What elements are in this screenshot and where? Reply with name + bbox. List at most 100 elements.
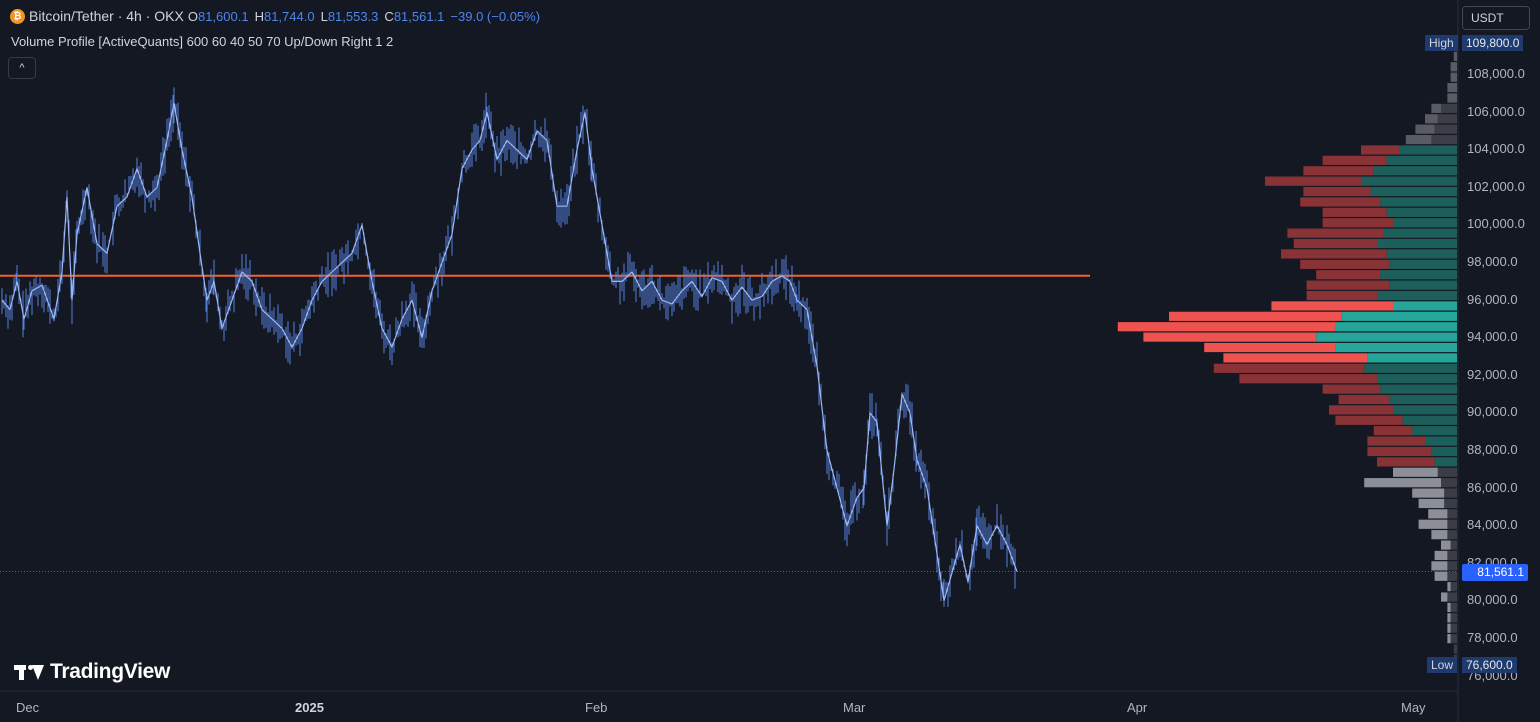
volume-profile-sell-bar xyxy=(1450,62,1457,72)
volume-profile-sell-bar xyxy=(1447,602,1451,613)
volume-profile-buy-bar xyxy=(1447,561,1457,571)
volume-profile-buy-bar xyxy=(1447,571,1457,581)
volume-profile-buy-bar xyxy=(1335,342,1457,353)
volume-profile-buy-bar xyxy=(1341,311,1457,321)
price-tick: 100,000.0 xyxy=(1467,216,1525,232)
volume-profile-sell-bar xyxy=(1428,509,1448,519)
volume-profile-buy-bar xyxy=(1412,426,1457,436)
bitcoin-icon: ₿ xyxy=(10,8,25,24)
volume-profile-sell-bar xyxy=(1447,93,1457,103)
volume-profile-sell-bar xyxy=(1418,498,1445,509)
volume-profile-buy-bar xyxy=(1386,207,1457,217)
volume-profile-sell-bar xyxy=(1335,415,1403,425)
volume-profile-buy-bar xyxy=(1367,353,1457,363)
volume-profile-buy-bar xyxy=(1447,592,1457,602)
price-tick: 86,000.0 xyxy=(1467,479,1518,495)
low-tag: Low xyxy=(1427,657,1458,673)
price-line xyxy=(1,102,1018,601)
price-bars xyxy=(1,87,1016,607)
volume-profile-sell-bar xyxy=(1265,176,1361,186)
volume-profile-buy-bar xyxy=(1441,103,1457,113)
volume-profile-buy-bar xyxy=(1364,363,1457,373)
volume-profile-sell-bar xyxy=(1287,228,1384,238)
volume-profile-buy-bar xyxy=(1447,509,1457,519)
currency-selector[interactable]: USDT xyxy=(1462,6,1530,30)
volume-profile-buy-bar xyxy=(1377,290,1457,301)
time-label: Dec xyxy=(16,700,40,715)
volume-profile-sell-bar xyxy=(1447,634,1451,644)
price-tick: 84,000.0 xyxy=(1467,517,1518,533)
change-value: −39.0 (−0.05%) xyxy=(450,8,541,24)
volume-profile-sell-bar xyxy=(1322,384,1381,394)
time-label: Feb xyxy=(585,700,608,715)
volume-profile-buy-bar xyxy=(1453,644,1457,654)
volume-profile-sell-bar xyxy=(1300,259,1390,269)
volume-profile-sell-bar xyxy=(1169,311,1342,321)
volume-profile-buy-bar xyxy=(1393,405,1457,415)
volume-profile-buy-bar xyxy=(1437,467,1457,477)
volume-profile-sell-bar xyxy=(1418,519,1448,529)
volume-profile-sell-bar xyxy=(1412,488,1445,498)
high-tag: High xyxy=(1425,35,1458,51)
volume-profile-sell-bar xyxy=(1431,103,1441,113)
volume-profile-sell-bar xyxy=(1450,72,1457,82)
volume-profile-sell-bar xyxy=(1213,363,1365,373)
volume-profile-sell-bar xyxy=(1361,145,1400,155)
volume-profile-sell-bar xyxy=(1441,540,1451,550)
volume-profile-sell-bar xyxy=(1306,280,1390,290)
high-value: 81,744.0 xyxy=(263,8,315,24)
price-tick: 96,000.0 xyxy=(1467,291,1518,307)
current-price-label: 81,561.1 xyxy=(1462,564,1528,581)
volume-profile-buy-bar xyxy=(1425,436,1457,446)
volume-profile-sell-bar xyxy=(1223,353,1368,363)
volume-profile-buy-bar xyxy=(1450,540,1457,550)
volume-profile-sell-bar xyxy=(1316,270,1381,280)
volume-profile-buy-bar xyxy=(1380,384,1457,394)
volume-profile-sell-bar xyxy=(1425,114,1438,124)
volume-profile-sell-bar xyxy=(1322,218,1393,228)
volume-profile-buy-bar xyxy=(1447,530,1457,540)
low-value: 81,553.3 xyxy=(327,8,379,24)
volume-profile-buy-bar xyxy=(1316,332,1457,342)
volume-profile-sell-bar xyxy=(1281,249,1387,259)
volume-profile-buy-bar xyxy=(1380,270,1457,280)
volume-profile-buy-bar xyxy=(1444,498,1457,509)
volume-profile-sell-bar xyxy=(1303,166,1374,176)
time-label: May xyxy=(1401,700,1426,715)
volume-profile-sell-bar xyxy=(1367,436,1425,446)
volume-profile-buy-bar xyxy=(1447,550,1457,561)
price-tick: 104,000.0 xyxy=(1467,141,1525,157)
volume-profile-sell-bar xyxy=(1306,290,1377,301)
volume-profile-sell-bar xyxy=(1453,51,1457,61)
price-tick: 78,000.0 xyxy=(1467,630,1518,645)
volume-profile-sell-bar xyxy=(1329,405,1393,415)
volume-profile-buy-bar xyxy=(1393,218,1457,228)
volume-profile-buy-bar xyxy=(1380,197,1457,207)
volume-profile-buy-bar xyxy=(1335,322,1457,332)
volume-profile-buy-bar xyxy=(1399,145,1457,155)
volume-profile-sell-bar xyxy=(1415,124,1435,134)
price-tick: 108,000.0 xyxy=(1467,66,1525,81)
volume-profile-buy-bar xyxy=(1389,259,1457,269)
tradingview-logo[interactable]: TradingView xyxy=(14,660,170,684)
volume-profile-sell-bar xyxy=(1447,582,1451,592)
volume-profile-buy-bar xyxy=(1386,155,1457,165)
symbol-header: ₿ Bitcoin/Tether · 4h · OKX O81,600.1 H81… xyxy=(10,8,540,24)
volume-profile-sell-bar xyxy=(1447,82,1457,93)
volume-profile-buy-bar xyxy=(1434,457,1457,467)
collapse-legend-button[interactable]: ^ xyxy=(8,57,36,79)
volume-profile-sell-bar xyxy=(1143,332,1317,342)
symbol-title[interactable]: Bitcoin/Tether · 4h · OKX xyxy=(29,8,184,24)
volume-profile-buy-bar xyxy=(1386,249,1457,259)
volume-profile-sell-bar xyxy=(1431,530,1448,540)
volume-profile-buy-bar xyxy=(1383,228,1457,238)
indicator-legend[interactable]: Volume Profile [ActiveQuants] 600 60 40 … xyxy=(11,34,394,49)
tradingview-logo-text: TradingView xyxy=(50,660,171,683)
volume-profile-buy-bar xyxy=(1431,134,1457,145)
volume-profile-buy-bar xyxy=(1450,613,1457,623)
volume-profile-buy-bar xyxy=(1370,186,1457,197)
volume-profile-sell-bar xyxy=(1367,446,1432,457)
volume-profile-buy-bar xyxy=(1447,519,1457,529)
